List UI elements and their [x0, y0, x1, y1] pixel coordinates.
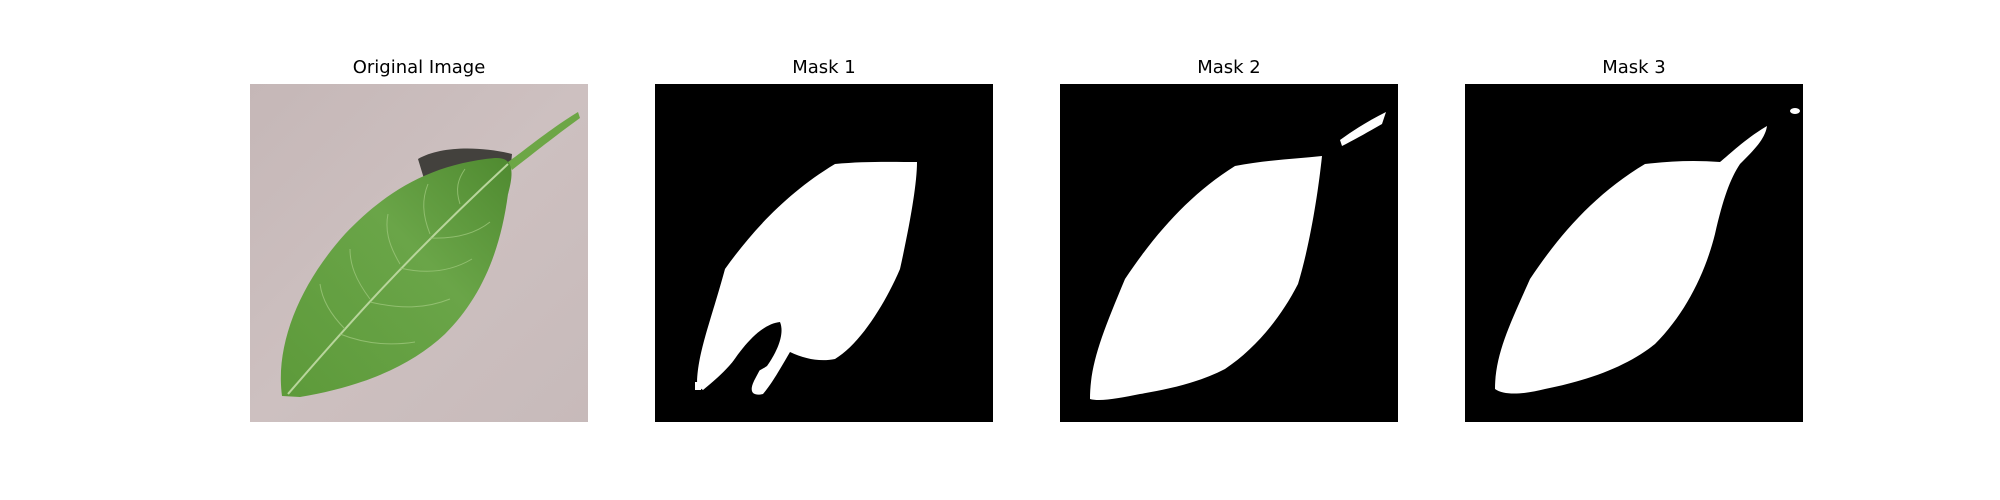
mask-region	[1495, 126, 1767, 394]
mask-1-image	[655, 84, 993, 422]
mask-speck	[782, 301, 788, 311]
mask-speck	[1790, 108, 1800, 114]
mask-3-image	[1465, 84, 1803, 422]
panel-mask-3: Mask 3	[1465, 0, 1803, 500]
panel-title: Mask 3	[1602, 57, 1666, 78]
leaf-photo	[250, 84, 588, 422]
mask-hole	[725, 322, 782, 377]
mask-speck	[695, 382, 701, 390]
panel-title: Mask 2	[1197, 57, 1261, 78]
mask-region	[1090, 156, 1322, 401]
panel-original-image: Original Image	[250, 0, 588, 500]
leaf-veins	[319, 168, 491, 345]
mask-region	[697, 161, 917, 395]
leaf-midrib	[287, 163, 509, 395]
panel-mask-2: Mask 2	[1060, 0, 1398, 500]
mask-2-image	[1060, 84, 1398, 422]
panel-title: Mask 1	[792, 57, 856, 78]
panel-mask-1: Mask 1	[655, 0, 993, 500]
mask-stem	[1340, 112, 1386, 146]
panel-title: Original Image	[352, 57, 486, 78]
leaf-stem	[508, 112, 580, 170]
